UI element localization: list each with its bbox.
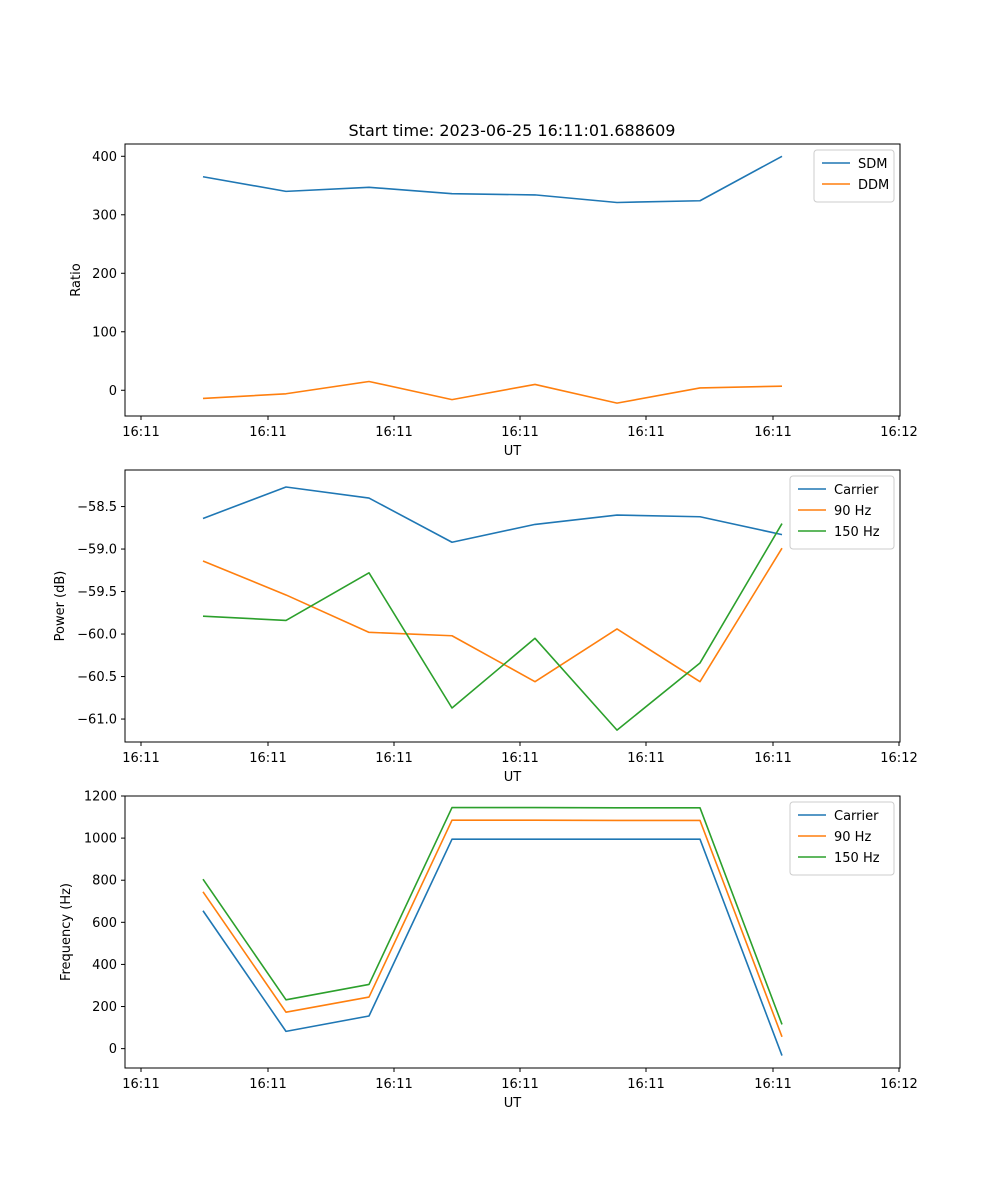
y-tick-label: −60.5 xyxy=(77,670,117,685)
x-tick-label: 16:11 xyxy=(249,1077,286,1092)
y-tick-label: 200 xyxy=(92,267,117,282)
y-tick-label: 200 xyxy=(92,1000,117,1015)
legend-label: DDM xyxy=(858,178,889,193)
legend-label: SDM xyxy=(858,157,887,172)
x-tick-label: 16:11 xyxy=(627,425,664,440)
x-tick-label: 16:11 xyxy=(122,751,159,766)
y-tick-label: 0 xyxy=(109,1042,117,1057)
x-tick-label: 16:11 xyxy=(122,1077,159,1092)
x-tick-label: 16:11 xyxy=(501,751,538,766)
chart-panel-3: 16:11 16:11 16:11 16:11 16:11 16:11 16:12 0 200 4… xyxy=(59,790,918,1112)
y-tick-label: −59.0 xyxy=(77,543,117,558)
legend-label: 90 Hz xyxy=(834,504,871,519)
x-tick-label: 16:11 xyxy=(627,1077,664,1092)
legend: Carrier 90 Hz 150 Hz xyxy=(789,475,895,550)
series-line-90-hz xyxy=(202,547,783,683)
legend-label: Carrier xyxy=(834,483,879,498)
x-tick-label: 16:11 xyxy=(627,751,664,766)
plot-frame xyxy=(124,469,901,743)
chart-panel-1: 16:11 16:11 16:11 16:11 16:11 16:11 16:12 0 100 2… xyxy=(69,143,918,459)
y-tick-label: −60.0 xyxy=(77,628,117,643)
legend-label: 90 Hz xyxy=(834,830,871,845)
series-line-ddm xyxy=(202,380,783,404)
y-axis-label: Ratio xyxy=(69,263,84,296)
x-tick-label: 16:12 xyxy=(880,751,917,766)
series-line-90-hz xyxy=(202,819,783,1038)
plot-frame xyxy=(124,143,901,417)
y-tick-label: 1000 xyxy=(84,832,117,847)
series-line-150-hz xyxy=(202,806,783,1025)
x-tick-label: 16:11 xyxy=(375,425,412,440)
x-tick-label: 16:11 xyxy=(501,425,538,440)
x-axis-label: UT xyxy=(504,444,522,459)
chart-title: Start time: 2023-06-25 16:11:01.688609 xyxy=(349,121,676,140)
y-tick-label: −59.5 xyxy=(77,585,117,600)
x-tick-label: 16:11 xyxy=(754,1077,791,1092)
x-tick-label: 16:11 xyxy=(375,1077,412,1092)
y-tick-label: −58.5 xyxy=(77,500,117,515)
legend: SDM DDM xyxy=(813,149,895,203)
x-axis-label: UT xyxy=(504,770,522,785)
y-tick-label: 800 xyxy=(92,874,117,889)
x-tick-label: 16:11 xyxy=(122,425,159,440)
y-tick-label: −61.0 xyxy=(77,713,117,728)
x-tick-label: 16:11 xyxy=(501,1077,538,1092)
x-axis-label: UT xyxy=(504,1096,522,1111)
y-axis-label: Frequency (Hz) xyxy=(59,883,74,981)
y-tick-label: 300 xyxy=(92,208,117,223)
y-axis-label: Power (dB) xyxy=(53,571,68,642)
x-tick-label: 16:11 xyxy=(754,751,791,766)
x-tick-label: 16:11 xyxy=(249,425,286,440)
legend-label: 150 Hz xyxy=(834,851,880,866)
x-tick-label: 16:11 xyxy=(754,425,791,440)
y-tick-label: 400 xyxy=(92,958,117,973)
legend: Carrier 90 Hz 150 Hz xyxy=(789,801,895,876)
y-tick-label: 600 xyxy=(92,916,117,931)
plot-frame xyxy=(124,795,901,1069)
x-tick-label: 16:11 xyxy=(375,751,412,766)
x-tick-label: 16:12 xyxy=(880,1077,917,1092)
x-tick-label: 16:12 xyxy=(880,425,917,440)
series-line-carrier xyxy=(202,838,783,1056)
y-tick-label: 1200 xyxy=(84,790,117,805)
series-line-carrier xyxy=(202,486,783,544)
panels-group: 16:11 16:11 16:11 16:11 16:11 16:11 16:12 0 100 2… xyxy=(53,143,918,1112)
series-line-150-hz xyxy=(202,523,783,731)
y-tick-label: 400 xyxy=(92,150,117,165)
legend-label: Carrier xyxy=(834,809,879,824)
y-tick-label: 0 xyxy=(109,384,117,399)
y-tick-label: 100 xyxy=(92,325,117,340)
legend-label: 150 Hz xyxy=(834,525,880,540)
chart-panel-2: 16:11 16:11 16:11 16:11 16:11 16:11 16:12 −58.5… xyxy=(53,469,918,785)
series-line-sdm xyxy=(202,155,783,204)
x-tick-label: 16:11 xyxy=(249,751,286,766)
